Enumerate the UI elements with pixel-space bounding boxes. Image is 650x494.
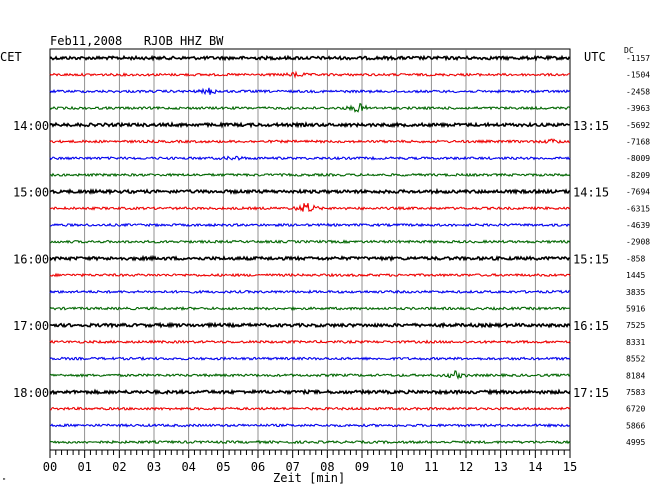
x-tick-label: 09: [355, 460, 369, 474]
seismic-trace: [49, 54, 571, 62]
seismic-trace: [49, 172, 571, 178]
seismic-trace: [49, 321, 571, 329]
x-tick-label: 12: [459, 460, 473, 474]
seismic-trace: [49, 272, 571, 278]
seismic-trace: [49, 370, 571, 380]
seismic-trace: [49, 439, 571, 445]
x-tick-label: 00: [43, 460, 57, 474]
dc-offset-value: 8184: [626, 371, 645, 380]
seismic-trace: [49, 102, 571, 113]
seismic-trace: [49, 203, 571, 213]
dc-offset-value: -5692: [626, 121, 650, 130]
dc-offset-value: -8209: [626, 171, 650, 180]
dc-offset-value: 3835: [626, 288, 645, 297]
x-tick-label: 07: [285, 460, 299, 474]
dc-offset-value: -1157: [626, 54, 650, 63]
dc-offset-value: -8009: [626, 154, 650, 163]
x-tick-label: 14: [528, 460, 542, 474]
left-hour-label: 18:00: [13, 386, 49, 400]
seismic-trace: [49, 406, 571, 412]
seismic-trace: [49, 422, 571, 428]
dc-offset-value: 8331: [626, 338, 645, 347]
seismic-trace: [49, 305, 571, 311]
left-hour-label: 16:00: [13, 252, 49, 266]
x-tick-label: 11: [424, 460, 438, 474]
corner-mark: ": [2, 477, 7, 485]
dc-offset-value: -2908: [626, 238, 650, 247]
x-tick-label: 10: [389, 460, 403, 474]
right-hour-label: 13:15: [573, 119, 609, 133]
right-hour-label: 17:15: [573, 386, 609, 400]
dc-offset-value: -4639: [626, 221, 650, 230]
seismic-trace: [49, 289, 571, 295]
dc-offset-value: 6720: [626, 405, 645, 414]
seismic-trace: [49, 239, 571, 245]
dc-offset-value: 7525: [626, 321, 645, 330]
seismic-trace: [49, 356, 571, 362]
x-tick-label: 03: [147, 460, 161, 474]
x-tick-label: 01: [77, 460, 91, 474]
left-hour-label: 17:00: [13, 319, 49, 333]
dc-label: DC: [624, 46, 634, 55]
right-hour-label: 14:15: [573, 186, 609, 200]
chart-title: Feb11,2008 RJOB HHZ BW: [50, 34, 224, 48]
dc-offset-value: -1504: [626, 71, 650, 80]
left-hour-label: 15:00: [13, 186, 49, 200]
right-hour-label: 16:15: [573, 319, 609, 333]
dc-offset-value: 5866: [626, 421, 645, 430]
x-tick-label: 06: [251, 460, 265, 474]
dc-offset-value: -7694: [626, 188, 650, 197]
x-tick-label: 02: [112, 460, 126, 474]
x-axis-label: Zeit [min]: [273, 471, 346, 485]
dc-offset-value: -6315: [626, 204, 650, 213]
seismic-trace: [49, 339, 571, 345]
seismic-trace: [50, 222, 571, 228]
seismic-trace: [49, 187, 571, 196]
dc-offset-value: 4995: [626, 438, 645, 447]
dc-offset-value: -3963: [626, 104, 650, 113]
dc-offset-value: -858: [626, 254, 645, 263]
plot-frame: [49, 48, 571, 451]
x-tick-label: 05: [216, 460, 230, 474]
seismic-trace: [49, 388, 571, 396]
dc-offset-value: 8552: [626, 355, 645, 364]
right-timezone-label: UTC: [584, 50, 606, 64]
left-timezone-label: CET: [0, 50, 22, 64]
dc-offset-value: -2458: [626, 87, 650, 96]
left-hour-label: 14:00: [13, 119, 49, 133]
x-tick-label: 13: [493, 460, 507, 474]
x-tick-label: 15: [563, 460, 577, 474]
seismic-trace: [49, 155, 571, 161]
x-tick-label: 08: [320, 460, 334, 474]
dc-offset-value: 5916: [626, 305, 645, 314]
seismic-trace: [49, 138, 571, 144]
seismic-trace: [49, 87, 571, 96]
dc-offset-value: 7583: [626, 388, 645, 397]
right-hour-label: 15:15: [573, 252, 609, 266]
dc-offset-value: 1445: [626, 271, 645, 280]
seismic-trace: [49, 70, 571, 79]
x-tick-label: 04: [181, 460, 195, 474]
dc-offset-value: -7168: [626, 138, 650, 147]
seismic-trace: [49, 254, 571, 263]
seismic-trace: [49, 121, 571, 129]
